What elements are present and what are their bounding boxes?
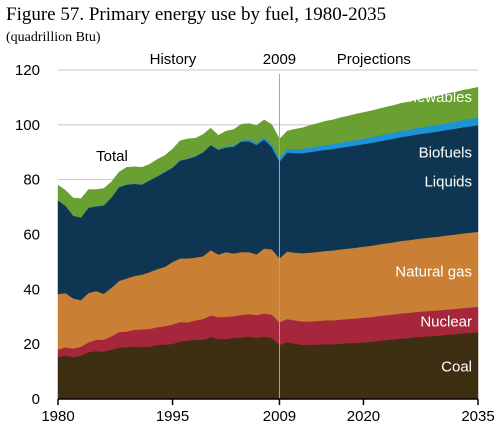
total-label: Total [96, 148, 128, 165]
x-tick-label: 1980 [41, 408, 74, 425]
x-tick-label: 2009 [263, 408, 296, 425]
history-label: History [150, 51, 197, 68]
y-tick-label: 80 [23, 172, 40, 189]
y-tick-label: 60 [23, 227, 40, 244]
series-labels: Coal Nuclear Natural gas Liquids Biofuels Ren… [389, 89, 472, 375]
y-tick-label: 100 [15, 117, 40, 134]
x-axis-ticks: 1980 1995 2009 2020 2035 [41, 399, 495, 425]
x-tick-label: 2020 [347, 408, 380, 425]
y-tick-label: 40 [23, 281, 40, 298]
y-tick-label: 0 [32, 391, 40, 408]
series-label-nuclear: Nuclear [420, 313, 472, 330]
y-tick-label: 120 [15, 62, 40, 79]
x-tick-label: 2035 [461, 408, 494, 425]
series-label-liquids: Liquids [424, 174, 472, 191]
area-renewables [57, 86, 479, 218]
series-label-biofuels: Biofuels [419, 145, 472, 162]
chart-subtitle: (quadrillion Btu) [6, 30, 101, 45]
divider-year-label: 2009 [263, 51, 296, 68]
area-series [57, 86, 479, 400]
series-label-coal: Coal [441, 359, 472, 376]
y-tick-label: 20 [23, 336, 40, 353]
series-label-renewables: Renewables [389, 89, 472, 106]
y-axis-ticks: 0 20 40 60 80 100 120 [15, 62, 40, 408]
series-label-natural-gas: Natural gas [395, 264, 472, 281]
x-tick-label: 1995 [156, 408, 189, 425]
projections-label: Projections [337, 51, 411, 68]
chart-title: Figure 57. Primary energy use by fuel, 1… [6, 4, 387, 25]
